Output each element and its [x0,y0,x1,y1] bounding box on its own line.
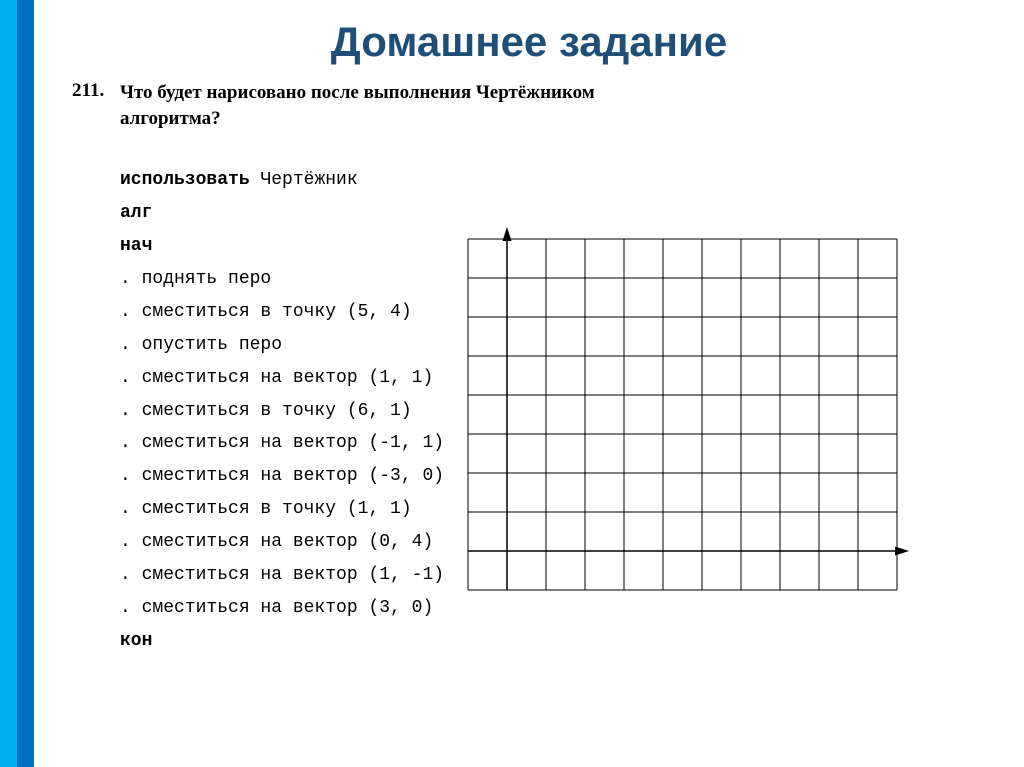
coordinate-grid [444,157,1000,598]
algorithm-code: использовать Чертёжник алг нач . поднять… [72,157,444,664]
code-nach: нач [120,237,444,256]
code-line: . сместиться на вектор (1, -1) [120,566,444,585]
content-area: Домашнее задание 211. Что будет нарисова… [34,0,1024,665]
code-use: использовать Чертёжник [120,171,444,190]
question-text: Что будет нарисовано после выполнения Че… [120,80,595,131]
code-line: . сместиться на вектор (1, 1) [120,369,444,388]
code-line: . сместиться в точку (6, 1) [120,402,444,421]
code-body: . поднять перо . сместиться в точку (5, 4… [120,270,444,618]
code-alg: алг [120,204,444,223]
sidebar-stripe-light [0,0,17,767]
question: 211. Что будет нарисовано после выполнен… [72,80,1000,131]
code-line: . сместиться на вектор (0, 4) [120,533,444,552]
decorative-sidebar [0,0,34,767]
grid-svg [464,227,913,598]
question-number: 211. [72,80,120,102]
code-line: . опустить перо [120,336,444,355]
two-column-layout: использовать Чертёжник алг нач . поднять… [72,157,1000,664]
code-kon: кон [120,632,444,651]
body: 211. Что будет нарисовано после выполнен… [34,80,1024,665]
code-line: . сместиться на вектор (-3, 0) [120,467,444,486]
code-line: . сместиться в точку (5, 4) [120,303,444,322]
code-line: . сместиться на вектор (3, 0) [120,599,444,618]
sidebar-stripe-dark [17,0,34,767]
code-line: . поднять перо [120,270,444,289]
code-line: . сместиться на вектор (-1, 1) [120,434,444,453]
code-line: . сместиться в точку (1, 1) [120,500,444,519]
page-title: Домашнее задание [34,18,1024,66]
question-line1: Что будет нарисовано после выполнения Че… [120,82,595,103]
question-line2: алгоритма? [120,108,221,129]
